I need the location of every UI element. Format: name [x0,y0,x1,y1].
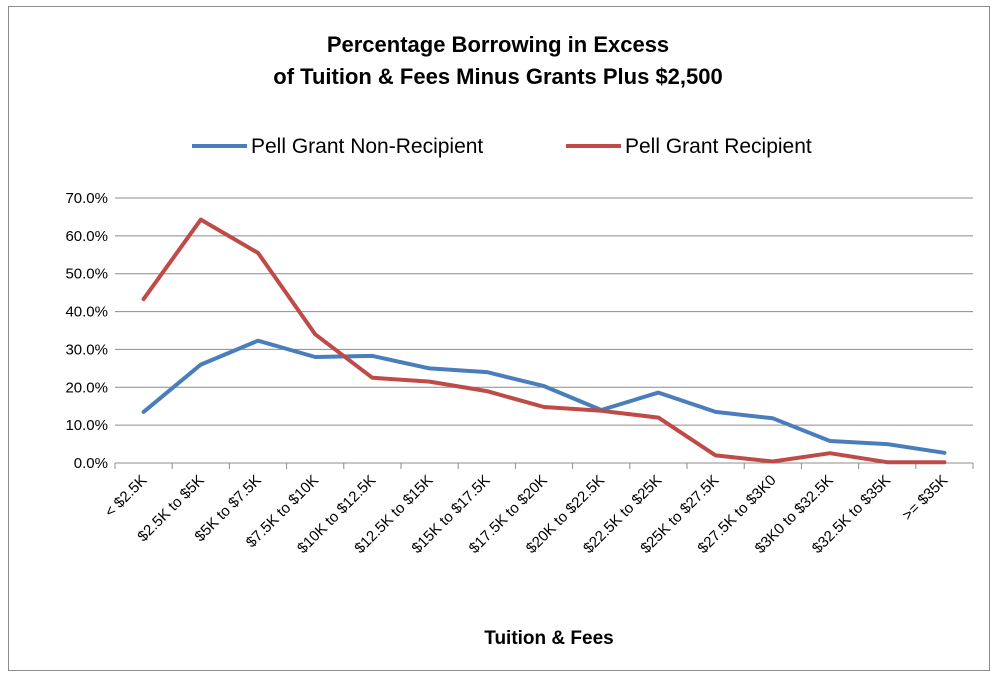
y-tick-label: 50.0% [65,266,108,283]
chart-title-line-2: of Tuition & Fees Minus Grants Plus $2,5… [273,64,722,89]
chart-frame: Percentage Borrowing in Excess of Tuitio… [8,6,990,671]
y-tick-label: 0.0% [74,455,108,472]
y-tick-label: 20.0% [65,379,108,396]
y-tick-label: 70.0% [65,190,108,207]
series-lines [141,217,947,465]
y-axis-ticks: 0.0% 10.0% 20.0% 30.0% 40.0% 50.0% 60.0% 70.0% [65,190,108,472]
series-line-non-recipient [141,338,947,455]
x-tick-label: >= $35K [899,472,951,524]
y-tick-label: 60.0% [65,228,108,245]
legend-label-non-recipient: Pell Grant Non-Recipient [251,135,483,158]
x-axis-title: Tuition & Fees [484,628,613,649]
y-tick-label: 40.0% [65,304,108,321]
gridlines [115,197,973,426]
chart-svg: Percentage Borrowing in Excess of Tuitio… [65,32,974,649]
x-axis [114,462,974,469]
series-line-recipient [141,217,947,465]
x-axis-ticks: < $2.5K$2.5K to $5K$5K to $7.5K$7.5K to … [102,472,952,557]
y-tick-label: 30.0% [65,341,108,358]
legend: Pell Grant Non-Recipient Pell Grant Reci… [192,135,812,158]
y-tick-label: 10.0% [65,417,108,434]
legend-label-recipient: Pell Grant Recipient [625,135,812,158]
x-tick-label: < $2.5K [102,472,151,521]
chart-title-line-1: Percentage Borrowing in Excess [327,32,669,57]
